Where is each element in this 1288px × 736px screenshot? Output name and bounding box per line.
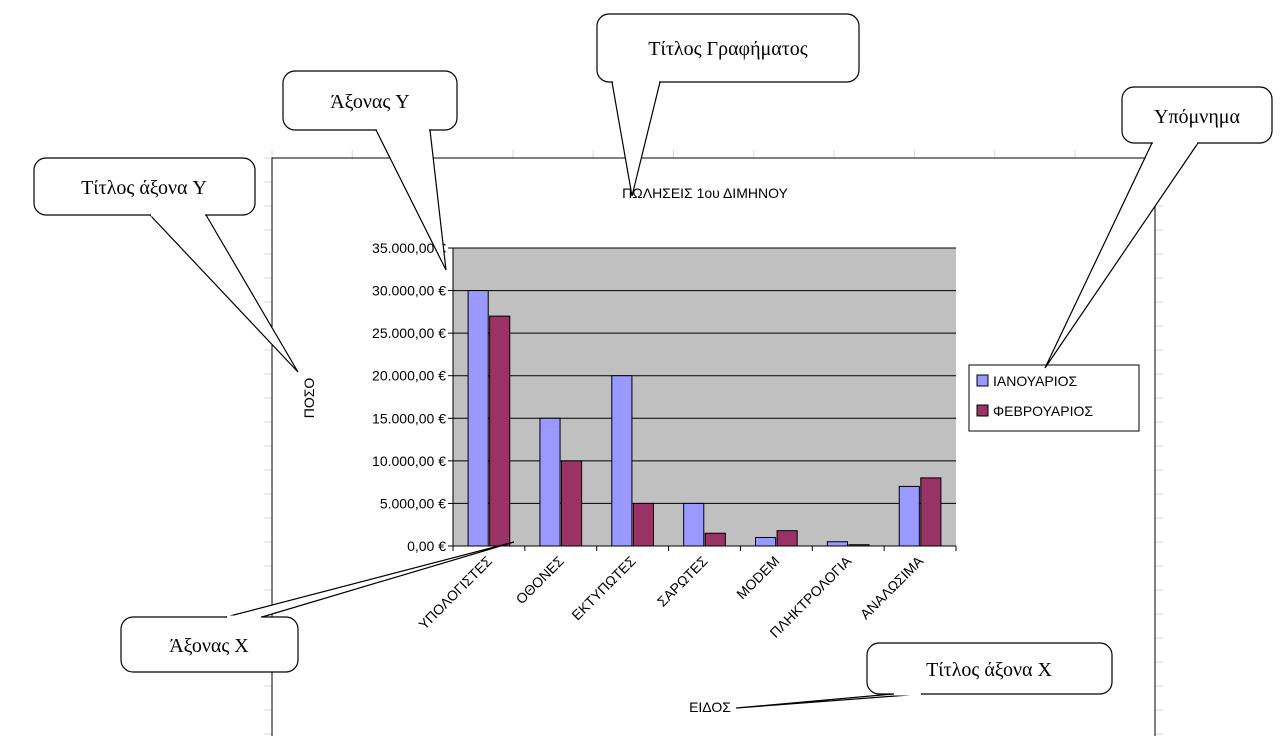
bars xyxy=(467,290,942,547)
y-tick-label: 25.000,00 € xyxy=(372,325,446,341)
bar-february-3 xyxy=(704,532,726,547)
bar-january-1 xyxy=(539,417,561,547)
y-tick-label: 10.000,00 € xyxy=(372,453,446,469)
callout-x-axis: Άξονας Χ xyxy=(120,541,515,673)
bar-january-2 xyxy=(611,375,633,547)
y-tick-label: 0,00 € xyxy=(407,538,446,554)
bar-january-6 xyxy=(898,485,920,547)
callout-chart-title: Τίτλος Γραφήματος xyxy=(596,13,860,197)
y-axis-ticks: 0,00 € 5.000,00 € 10.000,00 € 15.000,00 € 20… xyxy=(372,240,453,554)
bar-february-2 xyxy=(632,502,654,547)
bar-january-5 xyxy=(826,541,848,547)
bar-february-4 xyxy=(776,530,798,547)
callout-x-axis-title-text: Τίτλος άξονα Χ xyxy=(926,659,1052,681)
bar-february-1 xyxy=(561,460,583,547)
callout-legend: Υπόμνημα xyxy=(1044,86,1273,369)
bar-january-4 xyxy=(755,536,777,547)
chart-title: ΠΩΛΗΣΕΙΣ 1ου ΔΙΜΗΝΟΥ xyxy=(622,185,788,201)
y-tick-label: 35.000,00 € xyxy=(372,240,446,256)
y-tick-label: 15.000,00 € xyxy=(372,410,446,426)
legend-label-february: ΦΕΒΡΟΥΑΡΙΟΣ xyxy=(993,403,1093,419)
callout-y-axis: Άξονας Y xyxy=(282,70,458,271)
bar-february-0 xyxy=(489,315,511,547)
legend-swatch-january xyxy=(976,374,989,387)
callout-legend-text: Υπόμνημα xyxy=(1154,106,1240,128)
x-axis-title: ΕΙΔΟΣ xyxy=(689,699,731,715)
legend-swatch-february xyxy=(976,404,989,417)
plot-area xyxy=(453,248,956,546)
legend-box xyxy=(968,364,1140,432)
y-tick-label: 5.000,00 € xyxy=(380,495,446,511)
callout-y-axis-title-text: Τίτλος άξονα Y xyxy=(81,177,207,199)
legend-label-january: ΙΑΝΟΥΑΡΙΟΣ xyxy=(993,373,1078,389)
callout-x-axis-title: Τίτλος άξονα Χ xyxy=(735,642,1113,709)
legend: ΙΑΝΟΥΑΡΙΟΣ ΦΕΒΡΟΥΑΡΙΟΣ xyxy=(968,364,1140,432)
y-tick-label: 20.000,00 € xyxy=(372,368,446,384)
bar-february-6 xyxy=(920,477,942,547)
y-tick-label: 30.000,00 € xyxy=(372,283,446,299)
y-axis-title: ΠΟΣΟ xyxy=(301,378,317,419)
callout-y-axis-text: Άξονας Y xyxy=(330,91,410,113)
bar-january-3 xyxy=(683,502,705,547)
callout-x-axis-text: Άξονας Χ xyxy=(169,635,249,657)
callout-y-axis-title: Τίτλος άξονα Y xyxy=(33,157,299,373)
callout-chart-title-text: Τίτλος Γραφήματος xyxy=(648,38,808,60)
bar-january-0 xyxy=(467,290,489,547)
gridlines xyxy=(453,247,956,504)
